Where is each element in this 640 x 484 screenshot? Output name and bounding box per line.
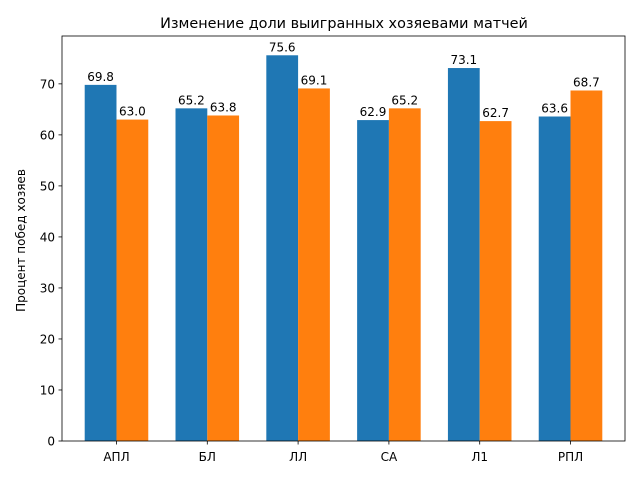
data-label-series1-4: 62.9 [360,105,387,119]
y-tick-label-8: 70 [40,77,55,91]
bar-series2-5 [479,121,512,441]
bar-series1-6 [538,116,571,442]
x-tick-label-1: АПЛ [103,450,129,464]
y-tick-label-5: 40 [40,230,55,244]
bar-series2-2 [207,115,240,441]
bar-series1-1 [84,84,117,441]
x-tick-label-5: Л1 [471,450,488,464]
y-tick-label-2: 10 [40,383,55,397]
data-label-series1-6: 63.6 [541,102,568,116]
data-label-series1-2: 65.2 [178,93,205,107]
bar-series1-3 [266,55,299,442]
plot-frame [61,35,626,442]
data-label-series2-3: 69.1 [301,73,328,87]
data-label-series2-4: 65.2 [391,93,418,107]
data-label-series1-1: 69.8 [87,70,114,84]
data-label-series2-1: 63.0 [119,105,146,119]
x-tick-label-3: ЛЛ [289,450,307,464]
x-tick-label-2: БЛ [199,450,216,464]
bar-series1-4 [357,120,389,441]
bar-series1-5 [447,68,480,441]
y-tick-label-6: 50 [40,179,55,193]
bar-series2-1 [116,119,149,442]
data-label-series2-2: 63.8 [210,100,237,114]
data-label-series1-5: 73.1 [450,53,477,67]
y-tick-label-7: 60 [40,128,55,142]
plot-area: 69.8 65.2 75.6 62.9 73.1 63.6 63.0 63.8 69.1 65.2… [40,35,626,464]
data-label-series2-6: 68.7 [573,75,600,89]
chart-title: Изменение доли выигранных хозяевами матч… [160,16,528,32]
y-tick-label-1: 0 [47,435,55,449]
data-label-series2-5: 62.7 [482,106,509,120]
x-tick-label-4: СА [381,450,398,464]
y-tick-label-3: 20 [40,332,55,346]
bar-series1-2 [175,108,208,442]
data-label-series1-3: 75.6 [269,40,296,54]
bar-series2-3 [298,88,330,442]
y-axis-label: Процент побед хозяев [14,169,28,312]
bar-series2-6 [570,90,603,441]
x-tick-label-6: РПЛ [558,450,583,464]
bar-series2-4 [388,108,421,442]
y-tick-label-4: 30 [40,281,55,295]
